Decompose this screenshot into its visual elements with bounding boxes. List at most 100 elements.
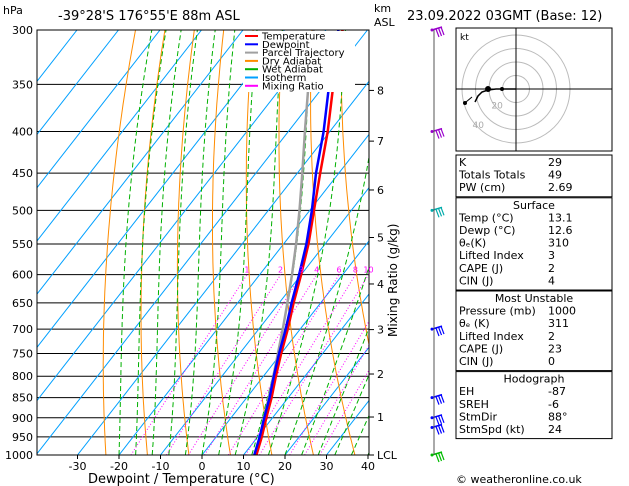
mixing-ratio-label: 6 <box>336 266 341 275</box>
height-tick-label: LCL <box>377 449 398 462</box>
wind-barb-flag <box>435 416 440 426</box>
pressure-tick-label: 600 <box>12 269 33 282</box>
table-label: CAPE (J) <box>459 262 503 275</box>
wind-barb-flag <box>437 208 443 217</box>
table-value: 2 <box>548 262 555 275</box>
wind-barb-point <box>430 327 434 331</box>
table-label: StmSpd (kt) <box>459 423 525 436</box>
wind-barb-flag <box>440 394 445 403</box>
dry-adiabat <box>212 30 231 455</box>
wind-barb-flag <box>437 129 443 138</box>
wind-barb-flag <box>435 453 440 463</box>
x-tick-label: -30 <box>69 460 87 473</box>
wind-barb-point <box>430 208 434 212</box>
table-label: PW (cm) <box>459 181 505 194</box>
table-value: -87 <box>548 385 566 398</box>
table-value: 0 <box>548 355 555 368</box>
isotherm <box>37 30 161 189</box>
pressure-tick-label: 450 <box>12 167 33 180</box>
hodograph: kt 20 40 <box>455 27 613 152</box>
wind-barb-flag <box>440 414 445 424</box>
wind-barb-flag <box>437 425 443 434</box>
wet-adiabat <box>135 30 167 455</box>
most-unstable-table-title: Most Unstable <box>495 292 574 305</box>
table-value: 29 <box>548 156 562 169</box>
x-axis-title: Dewpoint / Temperature (°C) <box>88 472 275 486</box>
km-axis-unit: km <box>374 2 391 15</box>
wind-barb-flag <box>435 396 440 405</box>
dry-adiabat <box>140 30 166 455</box>
wet-adiabat <box>234 30 283 455</box>
wind-barbs <box>430 26 445 463</box>
dewpoint-line <box>253 30 340 455</box>
table-label: Lifted Index <box>459 330 524 343</box>
hodograph-table-frame <box>455 371 613 440</box>
wind-barb-point <box>430 396 434 400</box>
isotherm <box>37 30 327 402</box>
wind-barb-point <box>430 130 434 134</box>
wet-adiabat <box>151 30 182 455</box>
wind-barb-flag <box>435 209 440 218</box>
isotherm <box>37 30 368 455</box>
isotherm <box>160 186 369 455</box>
isotherm <box>118 133 369 455</box>
wind-barb-flag <box>437 452 443 462</box>
isotherm <box>37 30 244 295</box>
mixing-ratio-line <box>165 274 282 455</box>
wind-barb-flag <box>440 325 445 335</box>
table-value: 13.1 <box>548 211 573 224</box>
table-label: Dewp (°C) <box>459 224 515 237</box>
legend-label: Temperature <box>261 32 325 43</box>
hodograph-table-title: Hodograph <box>504 373 565 386</box>
dry-adiabat <box>340 30 369 347</box>
wet-adiabat <box>301 265 369 455</box>
temperature-line <box>255 30 344 455</box>
table-value: 2.69 <box>548 181 573 194</box>
wet-adiabat <box>218 30 258 455</box>
table-label: CIN (J) <box>459 274 493 287</box>
table-label: Lifted Index <box>459 249 524 262</box>
wind-barb-point <box>430 416 434 420</box>
wind-barb-point <box>430 28 434 32</box>
mixing-ratio-label: 10 <box>363 266 373 275</box>
station-info: -39°28'S 176°55'E 88m ASL <box>58 9 240 24</box>
credit: © weatheronline.co.uk <box>456 473 582 486</box>
table-label: SREH <box>459 398 489 411</box>
wind-barb-flag <box>435 130 440 139</box>
height-tick-label: 1 <box>377 411 384 424</box>
x-tick-label: 20 <box>278 460 292 473</box>
table-value: 12.6 <box>548 224 573 237</box>
legend-label: Mixing Ratio <box>262 81 324 92</box>
table-label: Pressure (mb) <box>459 305 536 318</box>
pressure-axis: 300 350 400 450 500 550 600 650 700 750 800 850 900 9… <box>5 24 33 462</box>
table-value: 310 <box>548 237 569 250</box>
background-lines <box>37 30 369 455</box>
x-tick-label: 0 <box>199 460 206 473</box>
hpa-axis-unit: hPa <box>3 4 23 17</box>
x-tick-label: 10 <box>237 460 251 473</box>
mixing-ratio-line <box>227 274 340 455</box>
table-value: 4 <box>548 274 555 287</box>
isotherm <box>37 30 285 349</box>
wind-barb-flag <box>437 395 443 404</box>
wind-barb-flag <box>440 451 445 461</box>
table-label: StmDir <box>459 410 498 423</box>
legend-background <box>243 31 355 92</box>
index-tables: K 29 Totals Totals 49 PW (cm) 2.69 SurfaceTemp… <box>455 154 613 440</box>
table-value: 23 <box>548 342 562 355</box>
hodograph-point <box>485 86 491 92</box>
dry-adiabat <box>102 30 136 455</box>
plot-frame <box>36 29 370 456</box>
table-value: 2 <box>548 330 555 343</box>
table-value: 88° <box>548 410 568 423</box>
mixing-ratio-line <box>130 274 248 455</box>
table-label: K <box>459 156 467 169</box>
height-tick-label: 6 <box>377 184 384 197</box>
wind-barb-flag <box>435 327 440 337</box>
skewt-plot: 3003504004505005506006507007508008509009… <box>5 24 400 486</box>
hodograph-ring-label: 40 <box>472 121 484 131</box>
wind-barb-flag <box>440 207 445 216</box>
hodograph-ring-label: 20 <box>491 101 503 111</box>
